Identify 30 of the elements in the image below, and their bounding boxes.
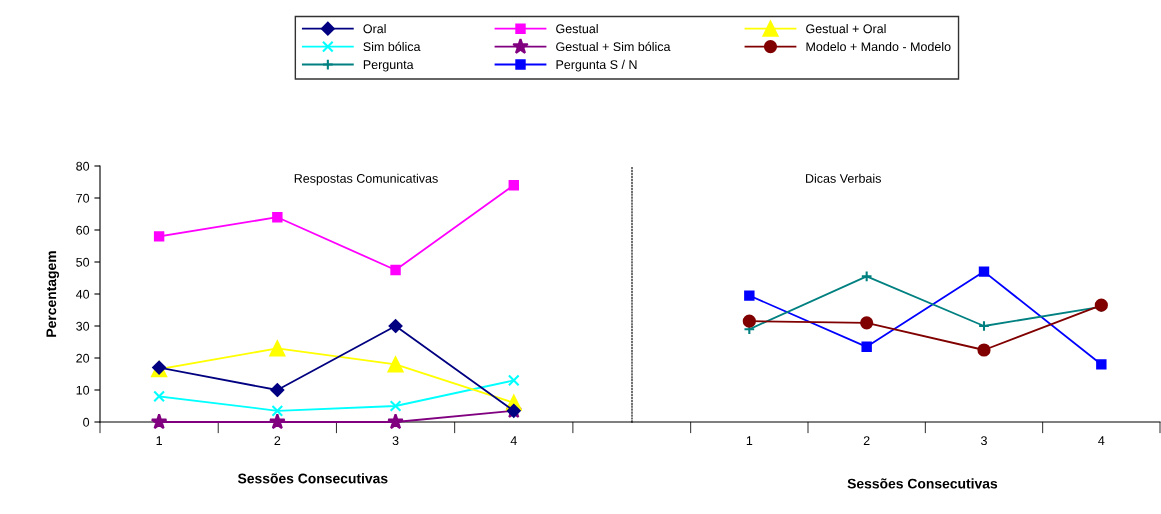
x-axis-title: Sessões Consecutivas <box>847 478 998 489</box>
legend-label: Gestual + Sim bólica <box>556 41 671 52</box>
legend-label: Gestual <box>556 24 598 34</box>
y-tick-label: 10 <box>76 385 90 395</box>
legend-label: Pergunta <box>363 60 414 72</box>
x-axis-title: Sessões Consecutivas <box>237 473 388 484</box>
x-tick-label: 1 <box>746 436 753 445</box>
y-tick-label: 80 <box>76 161 90 171</box>
legend-label: Sim bólica <box>363 41 421 52</box>
legend-label: Modelo + Mando - Modelo <box>806 41 951 52</box>
y-tick-label: 50 <box>76 257 90 267</box>
legend-label: Oral <box>363 24 386 34</box>
annotation: Dicas Verbais <box>806 173 881 183</box>
y-axis-title: Percentagem <box>46 251 60 337</box>
y-tick-label: 30 <box>76 321 90 331</box>
y-tick-label: 40 <box>75 289 90 299</box>
x-tick-label: 1 <box>156 436 162 445</box>
y-tick-label: 70 <box>76 193 90 203</box>
x-tick-label: 4 <box>510 436 517 445</box>
x-tick-label: 2 <box>863 436 870 445</box>
legend-label: Gestual + Oral <box>806 24 886 34</box>
x-tick-label: 2 <box>274 436 281 445</box>
y-tick-label: 0 <box>83 417 90 427</box>
x-tick-label: 3 <box>392 436 399 446</box>
y-tick-label: 20 <box>76 353 90 363</box>
x-tick-label: 4 <box>1098 436 1105 445</box>
x-tick-label: 3 <box>981 436 987 446</box>
annotation: Respostas Comunicativas <box>294 173 438 186</box>
y-tick-label: 60 <box>76 225 90 235</box>
legend-label: Pergunta S / N <box>556 59 637 72</box>
